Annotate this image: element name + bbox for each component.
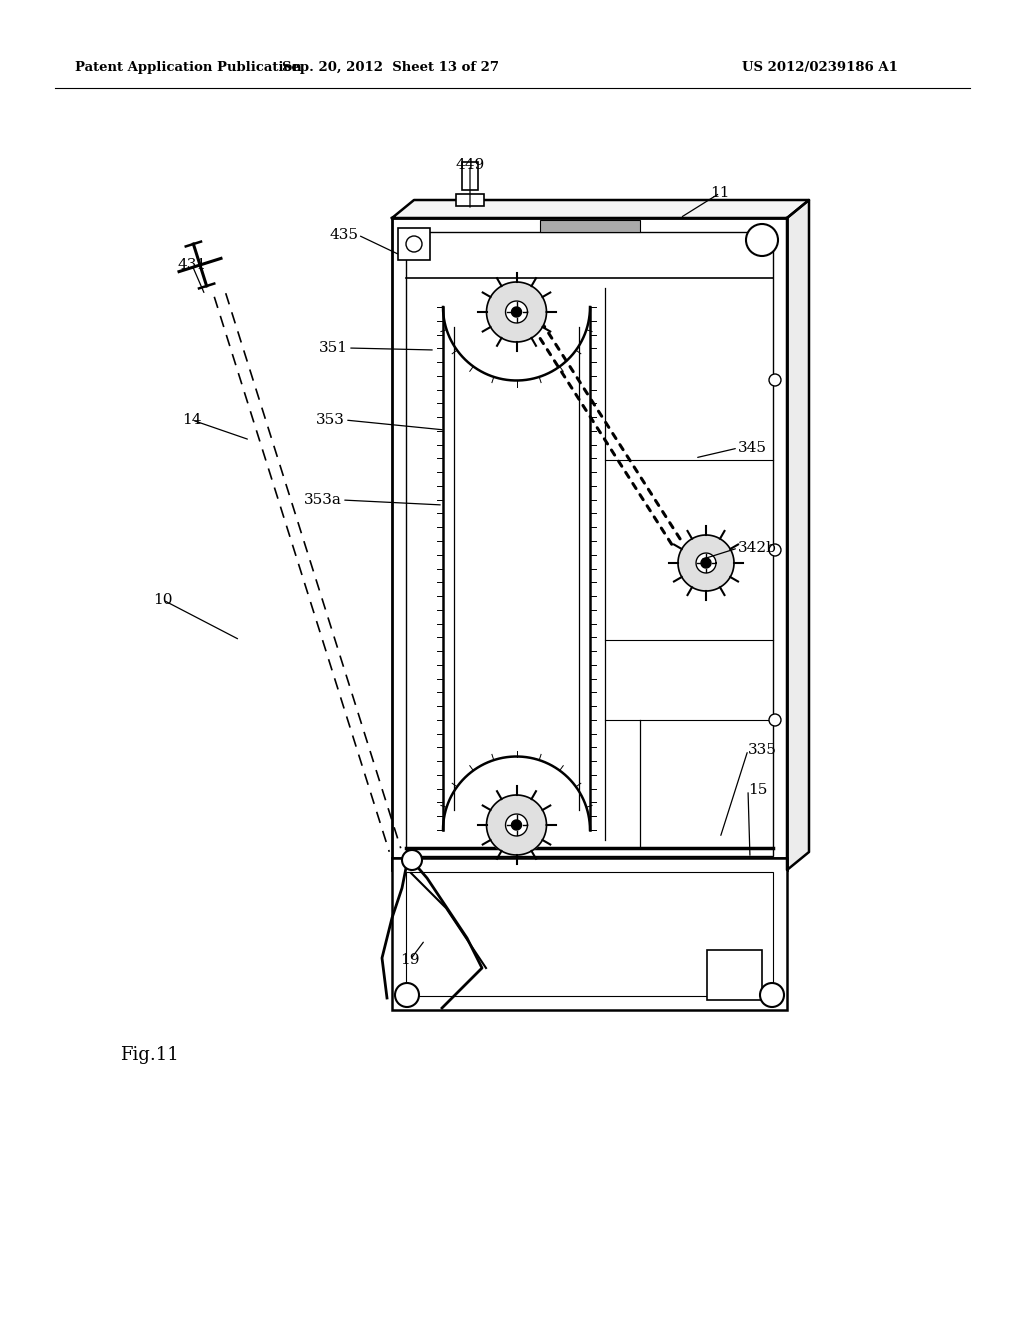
Circle shape <box>402 850 422 870</box>
Polygon shape <box>696 553 716 573</box>
Bar <box>392 858 787 1010</box>
Bar <box>540 220 640 232</box>
Polygon shape <box>486 282 547 342</box>
Bar <box>406 873 773 997</box>
Polygon shape <box>678 535 734 591</box>
Text: US 2012/0239186 A1: US 2012/0239186 A1 <box>742 62 898 74</box>
Circle shape <box>746 224 778 256</box>
Polygon shape <box>512 308 521 317</box>
Text: 435: 435 <box>329 228 358 242</box>
Circle shape <box>395 983 419 1007</box>
Text: 15: 15 <box>748 783 767 797</box>
Text: 449: 449 <box>456 158 484 172</box>
Text: Patent Application Publication: Patent Application Publication <box>75 62 302 74</box>
Text: 342b: 342b <box>738 541 777 554</box>
Text: 19: 19 <box>400 953 420 968</box>
Text: 353a: 353a <box>304 492 342 507</box>
Polygon shape <box>506 301 527 323</box>
Circle shape <box>769 714 781 726</box>
Text: 335: 335 <box>748 743 777 756</box>
Bar <box>406 232 773 855</box>
Text: 431: 431 <box>177 257 207 272</box>
Polygon shape <box>512 820 521 830</box>
Circle shape <box>769 374 781 385</box>
Bar <box>398 228 430 260</box>
Text: 345: 345 <box>738 441 767 455</box>
Text: 11: 11 <box>711 186 730 201</box>
Text: 351: 351 <box>319 341 348 355</box>
Polygon shape <box>486 795 547 855</box>
Circle shape <box>769 544 781 556</box>
Text: 353: 353 <box>316 413 345 426</box>
Text: 14: 14 <box>182 413 202 426</box>
Text: Fig.11: Fig.11 <box>120 1045 179 1064</box>
Bar <box>462 162 478 190</box>
Circle shape <box>760 983 784 1007</box>
Polygon shape <box>392 201 809 218</box>
Polygon shape <box>701 558 711 568</box>
Circle shape <box>406 236 422 252</box>
Bar <box>392 218 787 870</box>
Bar <box>456 194 484 206</box>
Text: 10: 10 <box>154 593 173 607</box>
Text: Sep. 20, 2012  Sheet 13 of 27: Sep. 20, 2012 Sheet 13 of 27 <box>282 62 499 74</box>
Polygon shape <box>787 201 809 870</box>
Polygon shape <box>506 814 527 836</box>
Bar <box>707 950 762 1001</box>
